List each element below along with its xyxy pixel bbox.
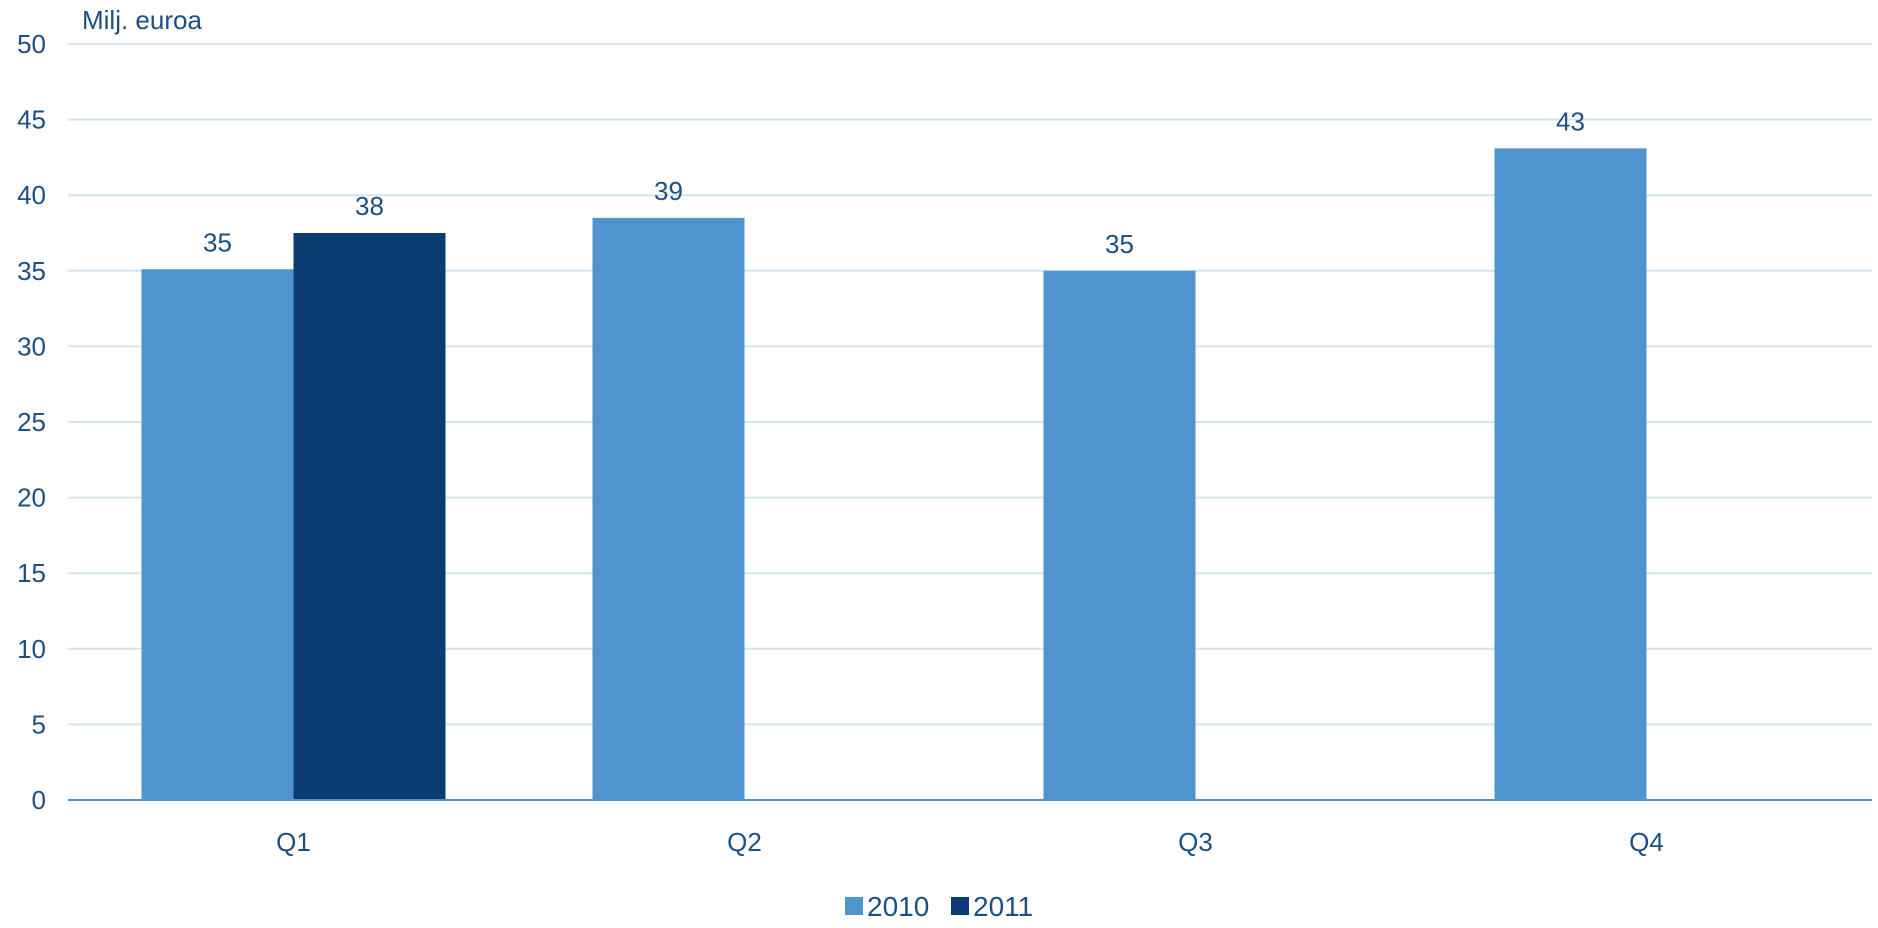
bars: [141, 148, 1647, 801]
bar-2010-Q1: [141, 269, 294, 801]
y-tick-label: 30: [17, 331, 46, 361]
bar-2010-Q2: [592, 217, 745, 800]
data-label-2010-Q3: 35: [1105, 229, 1134, 259]
bar-2010-Q4: [1494, 148, 1647, 800]
x-axis-ticks: Q1 Q2 Q3 Q4: [276, 827, 1664, 857]
data-label-2011-Q1: 38: [355, 191, 384, 221]
y-tick-label: 15: [17, 558, 46, 588]
x-tick-label: Q4: [1629, 827, 1664, 857]
y-tick-label: 10: [17, 634, 46, 664]
x-tick-label: Q2: [727, 827, 762, 857]
legend-label-2010: 2010: [867, 891, 929, 922]
data-labels: 35 38 39 35 43: [203, 106, 1585, 258]
x-tick-label: Q1: [276, 827, 311, 857]
legend-label-2011: 2011: [973, 891, 1033, 922]
y-axis-unit-label: Milj. euroa: [82, 5, 202, 35]
y-tick-label: 50: [17, 29, 46, 59]
bar-2011-Q1: [293, 233, 446, 800]
y-tick-label: 45: [17, 105, 46, 135]
data-label-2010-Q2: 39: [654, 176, 683, 206]
y-tick-label: 5: [32, 709, 46, 739]
y-tick-label: 0: [32, 785, 46, 815]
y-axis-ticks: 0 5 10 15 20 25 30 35 40 45 50: [17, 29, 46, 815]
data-label-2010-Q1: 35: [203, 227, 232, 257]
y-tick-label: 20: [17, 483, 46, 513]
y-tick-label: 35: [17, 256, 46, 286]
y-tick-label: 25: [17, 407, 46, 437]
data-label-2010-Q4: 43: [1556, 106, 1585, 136]
y-tick-label: 40: [17, 180, 46, 210]
bar-2010-Q3: [1043, 270, 1196, 800]
legend: 2010 2011: [845, 891, 1033, 922]
legend-swatch-2011: [951, 897, 969, 915]
x-tick-label: Q3: [1178, 827, 1213, 857]
legend-swatch-2010: [845, 897, 863, 915]
